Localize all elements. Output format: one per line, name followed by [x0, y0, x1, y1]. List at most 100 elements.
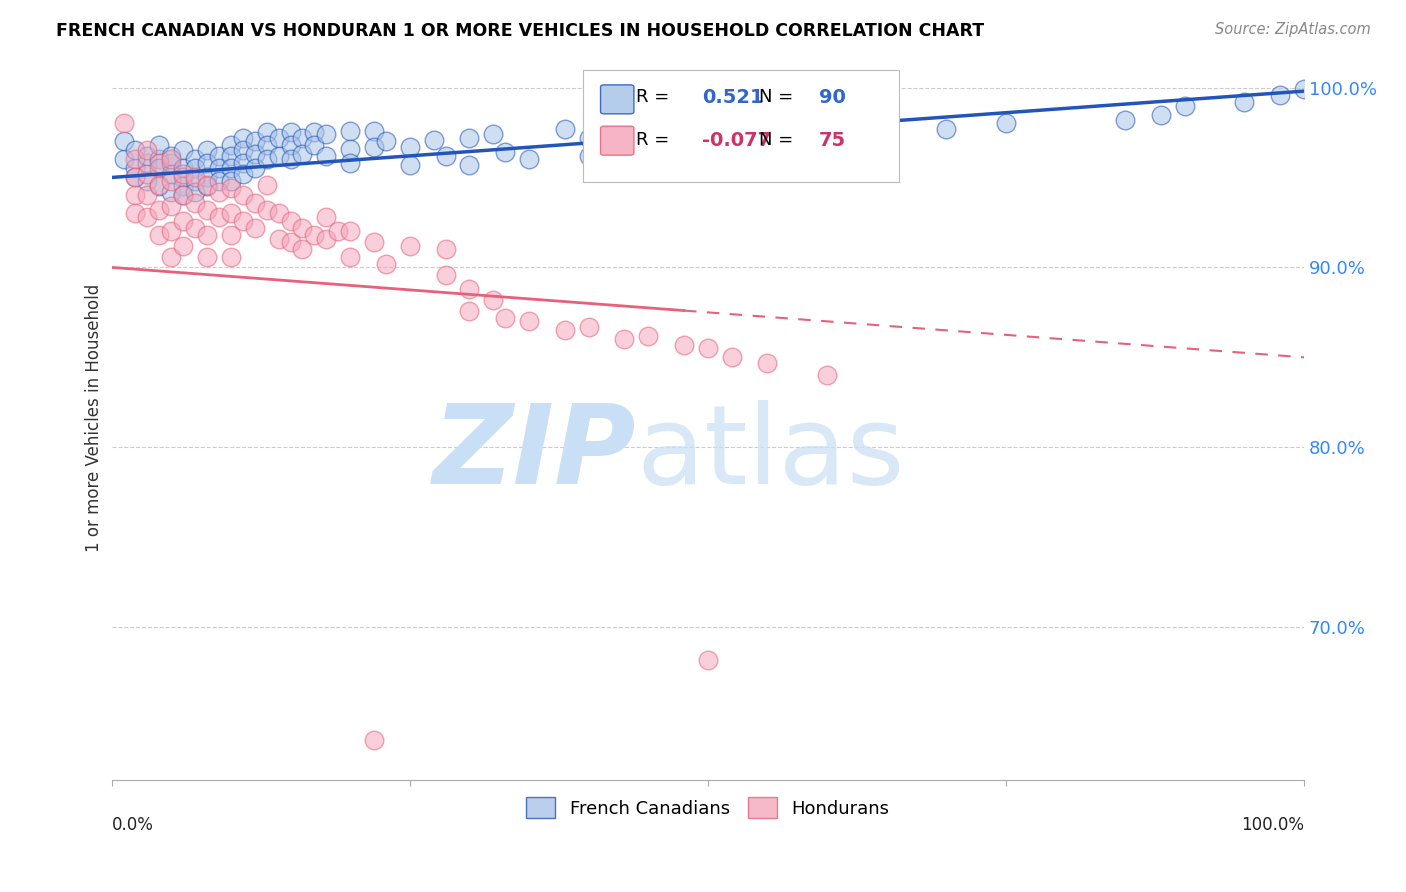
Point — [136, 210, 159, 224]
Text: 75: 75 — [818, 130, 846, 150]
Point — [148, 179, 170, 194]
Text: 0.0%: 0.0% — [111, 816, 153, 834]
Point — [374, 257, 396, 271]
Point — [243, 161, 266, 176]
Point — [124, 170, 146, 185]
Point — [243, 220, 266, 235]
Text: R =: R = — [637, 130, 669, 149]
Point — [517, 314, 540, 328]
Point — [124, 206, 146, 220]
Point — [184, 161, 207, 176]
Text: 0.521: 0.521 — [702, 88, 763, 108]
Point — [458, 303, 481, 318]
Point — [112, 116, 135, 130]
Point — [613, 332, 636, 346]
Point — [256, 138, 278, 153]
Point — [256, 126, 278, 140]
Point — [148, 153, 170, 167]
Point — [434, 268, 457, 282]
Point — [172, 239, 194, 253]
Point — [195, 227, 218, 242]
Point — [195, 179, 218, 194]
Text: ZIP: ZIP — [433, 401, 637, 508]
Point — [112, 153, 135, 167]
Point — [136, 149, 159, 163]
Point — [256, 202, 278, 217]
Point — [494, 310, 516, 325]
Point — [160, 174, 183, 188]
Point — [136, 156, 159, 170]
Point — [136, 144, 159, 158]
Point — [398, 239, 420, 253]
Point — [280, 126, 302, 140]
Text: Source: ZipAtlas.com: Source: ZipAtlas.com — [1215, 22, 1371, 37]
Point — [1294, 82, 1316, 96]
Point — [124, 153, 146, 167]
FancyBboxPatch shape — [600, 126, 634, 155]
Point — [315, 128, 337, 142]
Point — [256, 153, 278, 167]
Point — [208, 161, 231, 176]
Text: FRENCH CANADIAN VS HONDURAN 1 OR MORE VEHICLES IN HOUSEHOLD CORRELATION CHART: FRENCH CANADIAN VS HONDURAN 1 OR MORE VE… — [56, 22, 984, 40]
Y-axis label: 1 or more Vehicles in Household: 1 or more Vehicles in Household — [86, 284, 103, 552]
Point — [315, 232, 337, 246]
Point — [339, 250, 361, 264]
Point — [1270, 87, 1292, 102]
Point — [613, 142, 636, 156]
Point — [315, 149, 337, 163]
Point — [232, 131, 254, 145]
Point — [482, 128, 505, 142]
Point — [232, 167, 254, 181]
Point — [195, 178, 218, 192]
Point — [363, 733, 385, 747]
Point — [160, 224, 183, 238]
Point — [160, 149, 183, 163]
Point — [554, 323, 576, 337]
Point — [578, 319, 600, 334]
Point — [172, 188, 194, 202]
Point — [219, 174, 242, 188]
Point — [1233, 95, 1256, 109]
Point — [280, 153, 302, 167]
Point — [112, 135, 135, 149]
Point — [172, 188, 194, 202]
Point — [434, 149, 457, 163]
Point — [339, 224, 361, 238]
Point — [219, 227, 242, 242]
Point — [458, 158, 481, 172]
Point — [267, 232, 290, 246]
Point — [172, 170, 194, 185]
Point — [328, 224, 350, 238]
Point — [637, 145, 659, 160]
Text: -0.077: -0.077 — [702, 130, 770, 150]
Point — [363, 235, 385, 250]
Point — [219, 149, 242, 163]
Point — [195, 170, 218, 185]
Point — [160, 250, 183, 264]
Point — [232, 156, 254, 170]
Point — [136, 167, 159, 181]
Point — [756, 133, 779, 147]
Point — [184, 185, 207, 199]
Point — [363, 140, 385, 154]
Point — [267, 131, 290, 145]
Point — [232, 188, 254, 202]
Point — [315, 210, 337, 224]
Point — [720, 351, 742, 365]
Point — [280, 213, 302, 227]
Point — [935, 121, 957, 136]
Point — [1114, 112, 1136, 127]
Point — [482, 293, 505, 307]
Point — [280, 235, 302, 250]
Point — [339, 142, 361, 156]
Point — [339, 156, 361, 170]
Text: R =: R = — [637, 88, 669, 106]
Text: 90: 90 — [818, 88, 845, 108]
Point — [458, 282, 481, 296]
Point — [124, 161, 146, 176]
Point — [374, 135, 396, 149]
FancyBboxPatch shape — [600, 85, 634, 114]
Point — [672, 337, 695, 351]
Point — [398, 158, 420, 172]
Point — [148, 202, 170, 217]
